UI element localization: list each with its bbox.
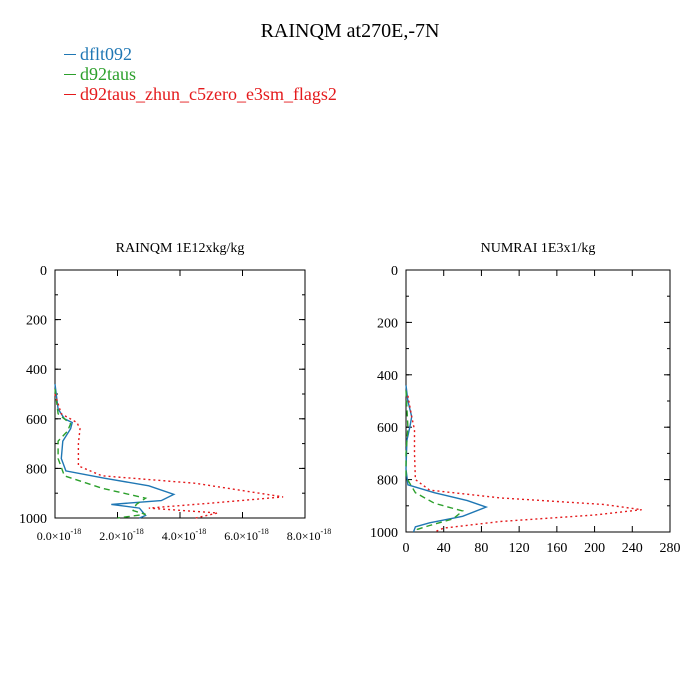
x-tick-label: 80 xyxy=(474,541,488,556)
y-tick-label: 600 xyxy=(377,421,398,436)
y-tick-label: 200 xyxy=(26,314,47,329)
legend-swatch xyxy=(64,94,76,96)
x-tick-label: 8.0×10-18 xyxy=(287,527,331,543)
legend: dflt092 d92taus d92taus_zhun_c5zero_e3sm… xyxy=(64,44,337,104)
x-tick-label: 0 xyxy=(403,541,410,556)
chart-panel: RAINQM 1E12xkg/kg 0 200 400 600 800 10000.0×10… xyxy=(19,241,331,543)
plot-frame xyxy=(54,269,306,519)
plot-frame xyxy=(405,269,671,533)
y-tick-label: 0 xyxy=(391,264,398,279)
chart-title: NUMRAI 1E3x1/kg xyxy=(481,241,596,256)
x-tick-label: 160 xyxy=(546,541,567,556)
series-line xyxy=(54,393,284,519)
legend-label: d92taus xyxy=(80,64,136,84)
legend-swatch xyxy=(64,54,76,56)
y-tick-label: 1000 xyxy=(19,512,47,527)
y-tick-label: 800 xyxy=(377,474,398,489)
x-tick-label: 40 xyxy=(437,541,451,556)
legend-entry: d92taus_zhun_c5zero_e3sm_flags2 xyxy=(64,84,337,104)
y-tick-label: 800 xyxy=(26,462,47,477)
x-tick-label: 200 xyxy=(584,541,605,556)
chart-panel: NUMRAI 1E3x1/kg 0 200 400 600 800 1000 0 40 80 120… xyxy=(370,241,681,556)
legend-label: dflt092 xyxy=(80,44,132,64)
x-tick-exponent: -18 xyxy=(258,527,269,536)
series-line xyxy=(407,395,642,533)
x-tick-label: 120 xyxy=(509,541,530,556)
chart-title: RAINQM 1E12xkg/kg xyxy=(116,241,245,256)
series-line xyxy=(54,388,148,519)
series-line xyxy=(405,390,465,533)
series-line xyxy=(54,384,176,519)
y-tick-label: 400 xyxy=(26,363,47,378)
x-tick-label: 240 xyxy=(622,541,643,556)
y-tick-label: 200 xyxy=(377,316,398,331)
series-line xyxy=(405,385,489,533)
x-tick-exponent: -18 xyxy=(133,527,144,536)
x-tick-exponent: -18 xyxy=(321,527,332,536)
x-tick-label: 2.0×10-18 xyxy=(99,527,143,543)
x-tick-exponent: -18 xyxy=(196,527,207,536)
legend-label: d92taus_zhun_c5zero_e3sm_flags2 xyxy=(80,84,337,104)
y-tick-label: 0 xyxy=(40,264,47,279)
page-title: RAINQM at270E,-7N xyxy=(260,20,440,42)
x-tick-label: 6.0×10-18 xyxy=(224,527,268,543)
y-tick-label: 400 xyxy=(377,369,398,384)
y-tick-label: 1000 xyxy=(370,526,398,541)
x-tick-exponent: -18 xyxy=(71,527,82,536)
y-tick-label: 600 xyxy=(26,413,47,428)
x-tick-label: 4.0×10-18 xyxy=(162,527,206,543)
x-tick-label: 280 xyxy=(660,541,681,556)
legend-entry: d92taus xyxy=(64,64,337,84)
x-tick-label: 0.0×10-18 xyxy=(37,527,81,543)
legend-swatch xyxy=(64,74,76,76)
legend-entry: dflt092 xyxy=(64,44,337,64)
